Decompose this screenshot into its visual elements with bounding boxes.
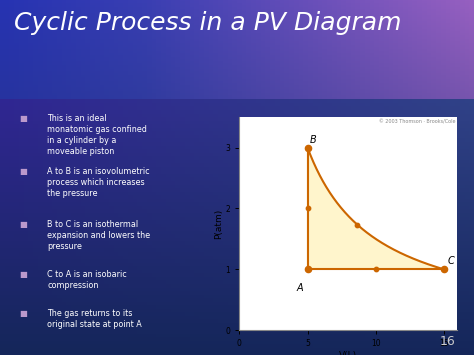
Text: B: B [310, 135, 317, 144]
Text: ■: ■ [19, 114, 27, 122]
Text: C: C [448, 256, 455, 266]
Text: Cyclic Process in a PV Diagram: Cyclic Process in a PV Diagram [14, 11, 402, 35]
Text: ■: ■ [19, 220, 27, 229]
Point [304, 145, 311, 151]
Polygon shape [308, 148, 444, 269]
Text: 16: 16 [439, 335, 455, 348]
Text: © 2003 Thomson · Brooks/Cole: © 2003 Thomson · Brooks/Cole [379, 119, 455, 124]
Point [372, 267, 379, 272]
Text: B to C is an isothermal
expansion and lowers the
pressure: B to C is an isothermal expansion and lo… [47, 220, 151, 251]
X-axis label: V(L): V(L) [339, 351, 357, 355]
Point [304, 267, 311, 272]
Text: ■: ■ [19, 270, 27, 279]
Text: ■: ■ [19, 167, 27, 176]
Text: This is an ideal
monatomic gas confined
in a cylinder by a
moveable piston: This is an ideal monatomic gas confined … [47, 114, 147, 156]
Y-axis label: P(atm): P(atm) [214, 208, 223, 239]
Text: The gas returns to its
original state at point A: The gas returns to its original state at… [47, 309, 142, 329]
Text: C to A is an isobaric
compression: C to A is an isobaric compression [47, 270, 127, 290]
Text: ■: ■ [19, 309, 27, 318]
Point [440, 267, 447, 272]
Point [304, 206, 311, 211]
Point [354, 222, 361, 228]
Text: A: A [297, 283, 303, 293]
Text: A to B is an isovolumetric
process which increases
the pressure: A to B is an isovolumetric process which… [47, 167, 150, 198]
